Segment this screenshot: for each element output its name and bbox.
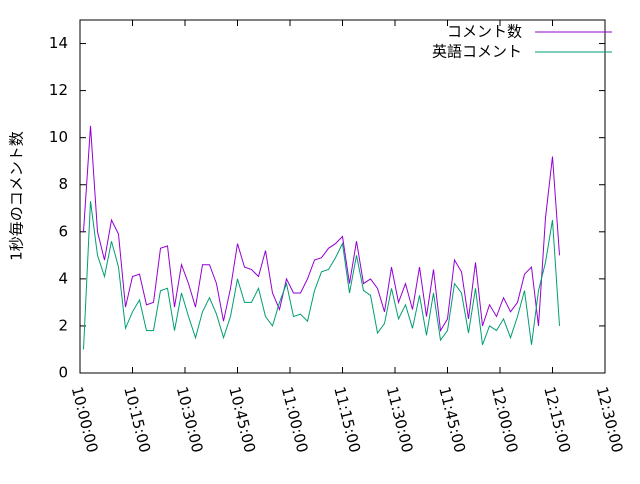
legend-label: 英語コメント	[432, 43, 522, 61]
x-tick-label: 12:30:00	[593, 385, 627, 455]
plot-frame	[79, 19, 606, 374]
y-tick-label: 10	[49, 128, 68, 146]
x-tick-label: 11:30:00	[383, 385, 417, 455]
x-tick-label: 11:00:00	[278, 385, 312, 455]
legend-label: コメント数	[447, 23, 522, 41]
series-line	[83, 125, 560, 333]
y-tick-label: 14	[49, 34, 68, 52]
x-tick-label: 10:00:00	[68, 385, 102, 455]
y-tick-label: 8	[58, 175, 68, 193]
series-line	[83, 201, 560, 350]
y-axis-label: 1秒毎のコメント数	[8, 131, 26, 261]
x-tick-label: 12:15:00	[540, 385, 574, 455]
y-tick-label: 4	[58, 269, 68, 287]
y-tick-label: 12	[49, 81, 68, 99]
x-tick-label: 10:45:00	[225, 385, 259, 455]
x-tick-label: 11:15:00	[330, 385, 364, 455]
x-tick-label: 10:30:00	[173, 385, 207, 455]
x-tick-label: 12:00:00	[488, 385, 522, 455]
x-tick-label: 11:45:00	[435, 385, 469, 455]
y-tick-label: 0	[58, 364, 68, 382]
x-tick-label: 10:15:00	[120, 385, 154, 455]
y-tick-label: 2	[58, 316, 68, 334]
y-tick-label: 6	[58, 222, 68, 240]
